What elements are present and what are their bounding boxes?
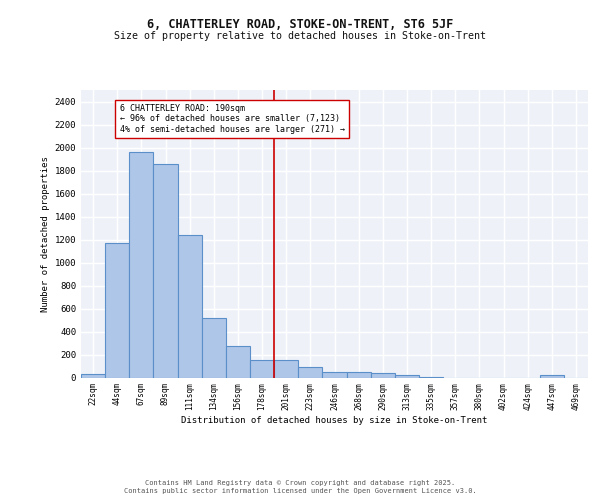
Bar — [419, 376, 443, 378]
X-axis label: Distribution of detached houses by size in Stoke-on-Trent: Distribution of detached houses by size … — [181, 416, 488, 424]
Bar — [154, 164, 178, 378]
Bar — [178, 235, 202, 378]
Bar — [81, 374, 105, 378]
Bar — [395, 375, 419, 378]
Text: 6 CHATTERLEY ROAD: 190sqm
← 96% of detached houses are smaller (7,123)
4% of sem: 6 CHATTERLEY ROAD: 190sqm ← 96% of detac… — [119, 104, 344, 134]
Text: Size of property relative to detached houses in Stoke-on-Trent: Size of property relative to detached ho… — [114, 31, 486, 41]
Bar — [322, 372, 347, 378]
Bar — [540, 375, 564, 378]
Bar — [129, 152, 154, 378]
Bar — [250, 360, 274, 378]
Bar — [298, 366, 322, 378]
Text: 6, CHATTERLEY ROAD, STOKE-ON-TRENT, ST6 5JF: 6, CHATTERLEY ROAD, STOKE-ON-TRENT, ST6 … — [147, 18, 453, 30]
Bar — [202, 318, 226, 378]
Y-axis label: Number of detached properties: Number of detached properties — [41, 156, 50, 312]
Text: Contains HM Land Registry data © Crown copyright and database right 2025.
Contai: Contains HM Land Registry data © Crown c… — [124, 480, 476, 494]
Bar — [371, 374, 395, 378]
Bar — [347, 372, 371, 378]
Bar — [105, 243, 129, 378]
Bar — [226, 346, 250, 378]
Bar — [274, 360, 298, 378]
